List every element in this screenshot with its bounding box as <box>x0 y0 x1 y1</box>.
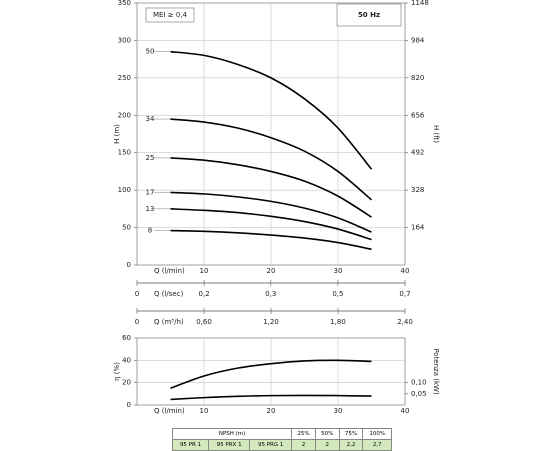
x-tick-label: 20 <box>267 407 276 415</box>
x-tick-label: 10 <box>200 267 209 275</box>
x-tick-label: 0,3 <box>265 290 276 298</box>
x-tick-label: 10 <box>200 407 209 415</box>
curve-label: 8 <box>148 227 152 235</box>
x-tick-label: 0,7 <box>399 290 410 298</box>
x-axis-label: Q (l/min) <box>154 267 185 275</box>
x-tick-label: 0,2 <box>199 290 210 298</box>
y2-tick-label: 492 <box>411 149 424 157</box>
y-tick-label: 150 <box>118 149 131 157</box>
y-tick-label: 100 <box>118 186 131 194</box>
y-tick-label: 250 <box>118 74 131 82</box>
header-cell: NPSH (m) <box>171 428 293 440</box>
y-tick-label: 200 <box>118 111 131 119</box>
x-tick-label: 1,20 <box>263 318 279 326</box>
y2-axis-label: H (ft) <box>432 125 440 143</box>
x-tick-label: 30 <box>334 407 343 415</box>
table-header: NPSH (m) 25% 50% 75% 100% <box>171 428 392 440</box>
annotation: 50 Hz <box>358 11 380 19</box>
y-tick-label: 0 <box>127 261 131 269</box>
y-tick-label: 60 <box>122 334 131 342</box>
xlabel-bg <box>151 407 193 416</box>
curve <box>170 359 372 390</box>
cell: 95 PRX 1 <box>208 439 251 451</box>
x-axis-label: Q (m³/h) <box>154 318 184 326</box>
x-tick-label: 0,5 <box>332 290 343 298</box>
x-tick-label: 20 <box>267 267 276 275</box>
y2-tick-label: 656 <box>411 111 425 119</box>
xlabel-bg <box>151 267 193 276</box>
x-tick-label: 2,40 <box>397 318 413 326</box>
cell: 2,2 <box>338 439 364 451</box>
y-tick-label: 40 <box>122 356 131 364</box>
y2-tick-label: 820 <box>411 74 424 82</box>
y-tick-label: 300 <box>118 36 131 44</box>
y-tick-label: 350 <box>118 0 131 7</box>
y2-tick-label: 164 <box>411 224 425 232</box>
y2-tick-label: 984 <box>411 36 425 44</box>
curve <box>170 50 373 170</box>
curve <box>170 394 372 401</box>
annotation-box <box>145 7 195 23</box>
x-tick-label: 30 <box>334 267 343 275</box>
cell: 95 PR 1 <box>171 439 210 451</box>
y2-tick-label: 1148 <box>411 0 429 7</box>
curve-label: 50 <box>146 48 155 56</box>
header-cell: 75% <box>338 428 364 440</box>
y2-tick-label: 0,10 <box>411 379 427 387</box>
curve <box>170 118 373 201</box>
curve-label: 17 <box>146 188 155 196</box>
cell: 2 <box>314 439 340 451</box>
x-axis-label: Q (l/sec) <box>154 290 184 298</box>
cell: 95 PRG 1 <box>249 439 293 451</box>
x-tick-label: 0 <box>135 290 139 298</box>
curve <box>170 191 372 233</box>
y-tick-label: 20 <box>122 379 131 387</box>
curve <box>170 157 372 218</box>
npsh-table: NPSH (m) 25% 50% 75% 100% 95 PR 1 95 PRX… <box>171 428 392 451</box>
curve <box>170 229 372 251</box>
cell: 2 <box>291 439 316 451</box>
x-tick-label: 40 <box>401 267 410 275</box>
x-tick-label: 40 <box>401 407 410 415</box>
y2-tick-label: 0,05 <box>411 390 427 398</box>
annotation-box <box>336 3 402 27</box>
curve-label: 25 <box>146 154 155 162</box>
table-row: 95 PR 1 95 PRX 1 95 PRG 1 2 2 2,2 2,7 <box>171 439 392 451</box>
x-tick-label: 0 <box>135 318 139 326</box>
x-tick-label: 1,80 <box>330 318 346 326</box>
y-tick-label: 50 <box>122 224 131 232</box>
x-axis-label: Q (l/min) <box>154 407 185 415</box>
y-axis-label: η (%) <box>113 362 121 381</box>
curve-label: 34 <box>146 115 155 123</box>
curve <box>170 208 372 241</box>
annotation: MEI ≥ 0,4 <box>153 11 188 19</box>
y-axis-label: H (m) <box>113 124 121 144</box>
cell: 2,7 <box>362 439 392 451</box>
curve-label: 13 <box>146 205 155 213</box>
header-cell: 50% <box>314 428 340 440</box>
header-cell: 100% <box>362 428 392 440</box>
y2-tick-label: 328 <box>411 186 424 194</box>
header-cell: 25% <box>291 428 316 440</box>
y2-axis-label: Potenza (kW) <box>432 348 440 395</box>
x-tick-label: 0,60 <box>196 318 212 326</box>
y-tick-label: 0 <box>127 401 131 409</box>
